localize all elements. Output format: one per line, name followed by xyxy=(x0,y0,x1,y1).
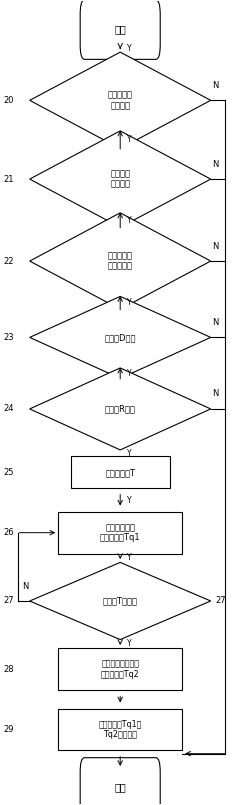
Text: 28: 28 xyxy=(4,665,14,674)
Text: 22: 22 xyxy=(4,257,14,266)
Text: N: N xyxy=(212,318,219,327)
Bar xyxy=(58,708,182,750)
Text: Y: Y xyxy=(127,554,132,563)
Text: 计时器T完成否: 计时器T完成否 xyxy=(103,597,138,605)
Polygon shape xyxy=(30,213,211,309)
Text: N: N xyxy=(212,159,219,169)
Polygon shape xyxy=(30,52,211,149)
Text: 27: 27 xyxy=(4,597,14,605)
Text: 启动定时器T: 启动定时器T xyxy=(105,468,135,477)
Text: 电机转速小
于一定值否: 电机转速小 于一定值否 xyxy=(108,251,133,270)
Text: 29: 29 xyxy=(4,725,14,734)
Text: 基于转速，计
算请求扭矩Tq1: 基于转速，计 算请求扭矩Tq1 xyxy=(100,523,140,543)
Polygon shape xyxy=(30,131,211,227)
Text: 当前为D档否: 当前为D档否 xyxy=(104,333,136,342)
Text: Y: Y xyxy=(127,299,132,308)
Polygon shape xyxy=(30,563,211,639)
Text: 结束: 结束 xyxy=(114,782,126,792)
Text: 26: 26 xyxy=(4,528,14,537)
Text: 基于油藏踏板，计
算请求扭矩Tq2: 基于油藏踏板，计 算请求扭矩Tq2 xyxy=(101,659,140,679)
Text: Y: Y xyxy=(127,216,132,225)
Text: 20: 20 xyxy=(4,96,14,105)
Bar xyxy=(71,456,170,489)
Text: 电驱系统准
备就绪否: 电驱系统准 备就绪否 xyxy=(108,91,133,110)
FancyBboxPatch shape xyxy=(80,0,160,60)
Text: 输出扭矩为Tq1和
Tq2中较小者: 输出扭矩为Tq1和 Tq2中较小者 xyxy=(98,720,142,739)
FancyBboxPatch shape xyxy=(80,758,160,805)
Bar xyxy=(58,512,182,554)
Text: Y: Y xyxy=(127,496,132,505)
Text: 车速小于
一定值否: 车速小于 一定值否 xyxy=(110,169,130,189)
Bar xyxy=(58,648,182,690)
Text: Y: Y xyxy=(127,448,132,457)
Text: Y: Y xyxy=(127,44,132,53)
Polygon shape xyxy=(30,296,211,378)
Text: N: N xyxy=(212,80,219,90)
Text: 21: 21 xyxy=(4,175,14,184)
Text: N: N xyxy=(212,390,219,398)
Text: 24: 24 xyxy=(4,404,14,414)
Text: N: N xyxy=(23,581,29,591)
Text: 25: 25 xyxy=(4,468,14,477)
Text: 23: 23 xyxy=(4,333,14,342)
Polygon shape xyxy=(30,368,211,450)
Text: 当前为R档否: 当前为R档否 xyxy=(105,404,136,414)
Text: 开始: 开始 xyxy=(114,25,126,35)
Text: Y: Y xyxy=(127,369,132,378)
Text: Y: Y xyxy=(127,135,132,144)
Text: N: N xyxy=(212,242,219,250)
Text: Y: Y xyxy=(127,639,132,649)
Text: 27: 27 xyxy=(216,597,226,605)
